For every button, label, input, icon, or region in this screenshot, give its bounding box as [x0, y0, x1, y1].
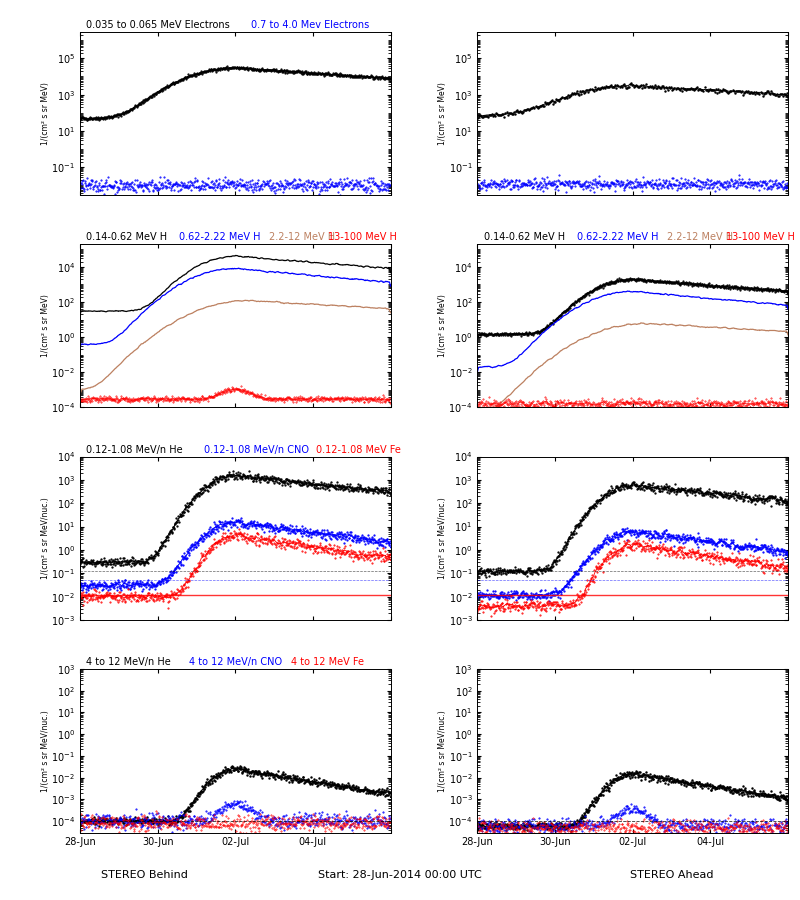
Text: 0.035 to 0.065 MeV Electrons: 0.035 to 0.065 MeV Electrons	[86, 20, 230, 30]
Y-axis label: 1/(cm² s sr MeV): 1/(cm² s sr MeV)	[438, 82, 447, 145]
Text: Start: 28-Jun-2014 00:00 UTC: Start: 28-Jun-2014 00:00 UTC	[318, 869, 482, 879]
Text: 0.62-2.22 MeV H: 0.62-2.22 MeV H	[577, 232, 658, 242]
Text: 0.14-0.62 MeV H: 0.14-0.62 MeV H	[86, 232, 167, 242]
Text: 0.62-2.22 MeV H: 0.62-2.22 MeV H	[179, 232, 261, 242]
Text: 0.12-1.08 MeV/n CNO: 0.12-1.08 MeV/n CNO	[204, 445, 310, 455]
Y-axis label: 1/(cm² s sr MeV/nuc.): 1/(cm² s sr MeV/nuc.)	[41, 710, 50, 792]
Text: 0.12-1.08 MeV Fe: 0.12-1.08 MeV Fe	[316, 445, 401, 455]
Text: STEREO Ahead: STEREO Ahead	[630, 869, 714, 879]
Y-axis label: 1/(cm² s sr MeV/nuc.): 1/(cm² s sr MeV/nuc.)	[41, 498, 50, 579]
Y-axis label: 1/(cm² s sr MeV/nuc.): 1/(cm² s sr MeV/nuc.)	[438, 498, 447, 579]
Y-axis label: 1/(cm² s sr MeV/nuc.): 1/(cm² s sr MeV/nuc.)	[438, 710, 447, 792]
Y-axis label: 1/(cm² s sr MeV): 1/(cm² s sr MeV)	[41, 294, 50, 357]
Text: 0.7 to 4.0 Mev Electrons: 0.7 to 4.0 Mev Electrons	[250, 20, 369, 30]
Text: 4 to 12 MeV Fe: 4 to 12 MeV Fe	[291, 657, 364, 668]
Text: 2.2-12 MeV H: 2.2-12 MeV H	[270, 232, 335, 242]
Text: 4 to 12 MeV/n He: 4 to 12 MeV/n He	[86, 657, 171, 668]
Y-axis label: 1/(cm² s sr MeV): 1/(cm² s sr MeV)	[438, 294, 447, 357]
Text: 2.2-12 MeV H: 2.2-12 MeV H	[667, 232, 733, 242]
Text: 4 to 12 MeV/n CNO: 4 to 12 MeV/n CNO	[189, 657, 282, 668]
Y-axis label: 1/(cm² s sr MeV): 1/(cm² s sr MeV)	[41, 82, 50, 145]
Text: 0.12-1.08 MeV/n He: 0.12-1.08 MeV/n He	[86, 445, 183, 455]
Text: 13-100 MeV H: 13-100 MeV H	[726, 232, 794, 242]
Text: 13-100 MeV H: 13-100 MeV H	[329, 232, 398, 242]
Text: 0.14-0.62 MeV H: 0.14-0.62 MeV H	[484, 232, 565, 242]
Text: STEREO Behind: STEREO Behind	[101, 869, 187, 879]
